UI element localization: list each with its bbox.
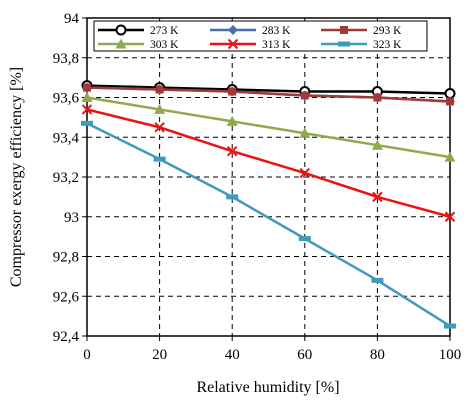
data-point: [81, 120, 93, 126]
y-axis-title: Compressor exergy efficiency [%]: [8, 67, 25, 287]
y-tick-label: 92,6: [53, 289, 80, 305]
data-point: [340, 26, 348, 34]
series-layer: [81, 80, 456, 329]
legend: 273 K 283 K 293 K 303 K 313 K 323 K: [93, 20, 428, 52]
x-tick-label: 100: [439, 347, 462, 363]
x-axis: 0 20 40 60 80 100: [83, 336, 461, 363]
data-point: [299, 127, 311, 138]
x-tick-label: 20: [152, 347, 167, 363]
data-point: [371, 277, 384, 283]
data-point: [444, 211, 456, 222]
legend-label: 303 K: [150, 39, 179, 51]
data-point: [371, 139, 383, 150]
data-point: [81, 92, 93, 102]
data-point: [115, 24, 127, 36]
legend-label: 273 K: [150, 25, 179, 37]
y-tick-label: 93,2: [53, 170, 79, 186]
series-323-k: [81, 120, 456, 329]
y-tick-label: 93,4: [53, 130, 80, 146]
x-tick-label: 0: [83, 347, 91, 363]
data-point: [226, 115, 238, 126]
legend-label: 283 K: [262, 25, 291, 37]
x-tick-label: 80: [370, 347, 385, 363]
y-tick-label: 93,6: [53, 91, 80, 107]
data-point: [298, 236, 311, 242]
grid: [87, 18, 450, 336]
y-tick-label: 93: [64, 210, 79, 226]
data-point: [299, 167, 311, 179]
series-line: [86, 108, 451, 218]
series-line: [86, 84, 451, 95]
data-point: [444, 323, 456, 329]
data-point: [155, 85, 164, 94]
data-point: [446, 97, 454, 106]
series-line: [86, 122, 451, 328]
legend-label: 313 K: [262, 39, 291, 51]
data-point: [154, 103, 166, 114]
legend-box: [93, 20, 428, 52]
y-tick-label: 93,8: [53, 51, 79, 67]
y-axis: 92,4 92,6 92,8 93 93,2 93,4 93,6 93,8 94: [53, 11, 87, 345]
series-293-k: [83, 83, 454, 106]
x-axis-title: Relative humidity [%]: [196, 379, 339, 396]
series-303-k: [81, 92, 456, 162]
series-313-k: [81, 104, 456, 222]
legend-label: 293 K: [373, 25, 402, 37]
data-point: [227, 38, 239, 50]
data-point: [444, 151, 456, 162]
data-point: [372, 191, 383, 203]
x-tick-label: 60: [297, 347, 312, 363]
data-point: [81, 104, 93, 115]
series-line: [86, 86, 451, 103]
x-tick-label: 40: [225, 347, 240, 363]
data-point: [226, 145, 238, 157]
data-point: [338, 41, 350, 47]
data-point: [115, 38, 127, 49]
y-tick-label: 92,4: [53, 329, 80, 345]
data-point: [228, 25, 238, 35]
legend-label: 323 K: [373, 39, 402, 51]
data-point: [226, 194, 239, 200]
data-point: [373, 93, 382, 102]
data-point: [83, 83, 91, 92]
series-line: [86, 96, 451, 159]
data-point: [228, 87, 237, 96]
y-tick-label: 94: [64, 11, 80, 27]
data-point: [300, 91, 309, 100]
data-point: [154, 122, 165, 133]
data-point: [153, 156, 166, 162]
y-tick-label: 92,8: [53, 250, 79, 266]
